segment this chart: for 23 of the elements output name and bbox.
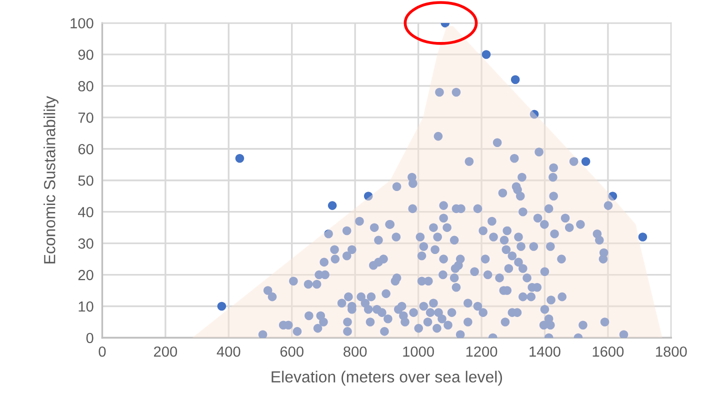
y-axis-title: Economic Sustainability [44, 96, 58, 264]
x-tick-label: 1800 [656, 346, 687, 357]
y-tick-label: 20 [78, 270, 94, 280]
y-tick-label: 50 [78, 175, 94, 186]
y-tick-label: 80 [78, 81, 94, 92]
x-tick-label: 0 [98, 346, 106, 357]
y-tick-label: 90 [78, 50, 94, 60]
y-tick-label: 10 [78, 301, 94, 312]
x-tick-label: 1400 [530, 346, 560, 357]
y-tick-label: 0 [86, 332, 94, 344]
y-tick-label: 100 [70, 18, 94, 28]
x-axis-title: Elevation (meters over sea level) [272, 370, 502, 386]
y-tick-label: 30 [78, 238, 94, 249]
x-tick-label: 200 [154, 346, 178, 357]
y-tick-label: 40 [78, 206, 94, 218]
y-tick-label: 70 [78, 112, 94, 123]
x-tick-label: 1200 [466, 346, 498, 357]
y-tick-label: 60 [78, 144, 94, 154]
x-tick-label: 800 [344, 346, 367, 357]
x-tick-label: 1000 [403, 346, 434, 357]
x-tick-label: 1600 [592, 346, 624, 357]
x-tick-label: 400 [216, 346, 240, 357]
x-tick-label: 600 [280, 346, 304, 357]
